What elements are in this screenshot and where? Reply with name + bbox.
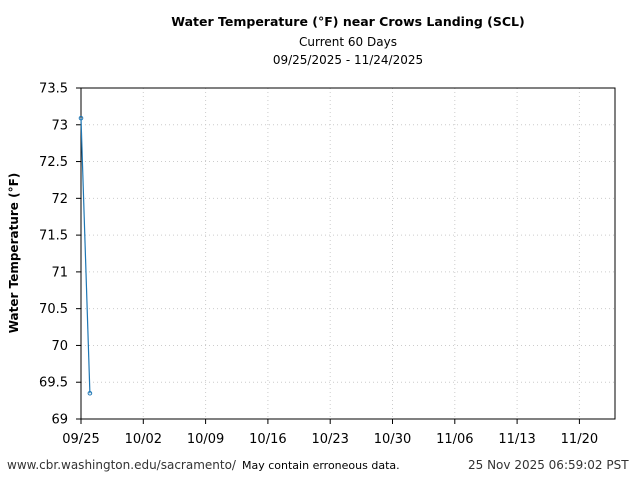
y-tick-label: 69.5 [39, 376, 68, 391]
chart-subtitle: Current 60 Days [299, 35, 397, 49]
chart-date-range: 09/25/2025 - 11/24/2025 [272, 53, 424, 67]
chart-title: Water Temperature (°F) near Crows Landin… [171, 14, 525, 29]
y-tick-label: 70.5 [39, 302, 68, 317]
x-tick-label: 11/06 [436, 432, 473, 447]
y-tick-label: 72.5 [39, 155, 68, 170]
x-tick-label: 10/16 [249, 432, 286, 447]
y-tick-label: 69 [51, 413, 68, 428]
y-tick-label: 70 [51, 339, 68, 354]
x-tick-label: 10/09 [187, 432, 224, 447]
y-tick-label: 73.5 [39, 82, 68, 97]
data-point [87, 390, 93, 396]
footer-disclaimer: May contain erroneous data. [242, 459, 400, 472]
y-axis-label: Water Temperature (°F) [7, 173, 21, 334]
x-tick-label: 10/30 [374, 432, 411, 447]
data-point [78, 115, 84, 121]
y-tick-label: 71 [51, 265, 68, 280]
plot-frame [80, 87, 616, 420]
x-tick-label: 11/13 [498, 432, 535, 447]
y-tick-label: 71.5 [39, 229, 68, 244]
x-tick-label: 10/02 [125, 432, 162, 447]
x-tick-label: 11/20 [561, 432, 598, 447]
footer-timestamp: 25 Nov 2025 06:59:02 PST [468, 458, 629, 472]
x-tick-label: 09/25 [62, 432, 99, 447]
series-line [80, 118, 91, 394]
x-tick-label: 10/23 [311, 432, 348, 447]
y-tick-label: 72 [51, 192, 68, 207]
footer-url[interactable]: www.cbr.washington.edu/sacramento/ [7, 458, 236, 472]
y-tick-label: 73 [51, 118, 68, 133]
